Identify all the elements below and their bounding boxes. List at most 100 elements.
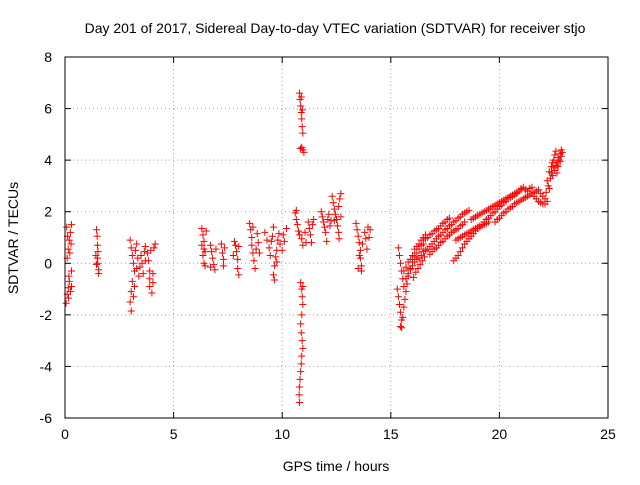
data-point-marker <box>418 257 426 265</box>
data-point-marker <box>417 252 425 260</box>
data-point-marker <box>548 163 556 171</box>
data-point-marker <box>292 215 300 223</box>
data-point-marker <box>545 185 553 193</box>
data-point-marker <box>279 231 287 239</box>
data-point-marker <box>330 205 338 213</box>
y-tick-label: -6 <box>40 410 53 426</box>
data-point-marker <box>556 157 564 165</box>
data-point-marker <box>298 106 306 114</box>
data-point-marker <box>354 264 362 272</box>
data-point-marker <box>296 375 304 383</box>
data-point-marker <box>410 273 418 281</box>
data-point-marker <box>395 252 403 260</box>
data-point-marker <box>337 213 345 221</box>
data-point-marker <box>485 218 493 226</box>
data-point-marker <box>359 240 367 248</box>
data-point-marker <box>65 236 73 244</box>
data-point-marker <box>68 221 76 229</box>
data-point-marker <box>234 255 242 263</box>
data-point-marker <box>135 272 143 280</box>
y-tick-label: 0 <box>44 255 52 271</box>
data-point-marker <box>394 244 402 252</box>
data-point-marker <box>283 224 291 232</box>
data-point-marker <box>267 237 275 245</box>
x-tick-label: 15 <box>383 426 399 442</box>
data-point-marker <box>131 282 139 290</box>
data-point-marker <box>335 228 343 236</box>
data-point-marker <box>397 322 405 330</box>
data-point-marker <box>133 240 141 248</box>
data-point-marker <box>127 307 135 315</box>
data-point-marker <box>252 245 260 253</box>
data-point-marker <box>415 240 423 248</box>
data-point-marker <box>323 237 331 245</box>
data-point-marker <box>149 279 157 287</box>
data-point-marker <box>397 308 405 316</box>
data-point-marker <box>300 148 308 156</box>
data-point-marker <box>534 186 542 194</box>
data-point-marker <box>275 230 283 238</box>
data-point-marker <box>399 313 407 321</box>
x-tick-label: 20 <box>492 426 508 442</box>
data-point-marker <box>404 270 412 278</box>
data-point-marker <box>299 129 307 137</box>
data-point-marker <box>326 222 334 230</box>
data-point-marker <box>94 248 102 256</box>
data-point-marker <box>254 239 262 247</box>
data-point-marker <box>310 215 318 223</box>
data-point-marker <box>356 246 364 254</box>
data-point-marker <box>255 249 263 257</box>
data-point-marker <box>271 276 279 284</box>
data-point-marker <box>309 221 317 229</box>
data-point-marker <box>272 253 280 261</box>
data-point-marker <box>335 203 343 211</box>
data-point-marker <box>308 239 316 247</box>
data-point-marker <box>401 295 409 303</box>
data-point-marker <box>248 234 256 241</box>
data-point-marker <box>261 228 269 236</box>
data-point-marker <box>128 277 136 285</box>
data-point-marker <box>325 210 333 218</box>
x-axis-label: GPS time / hours <box>283 458 390 474</box>
data-point-marker <box>220 255 228 263</box>
chart-title: Day 201 of 2017, Sidereal Day-to-day VTE… <box>85 20 586 36</box>
data-point-marker <box>305 224 313 232</box>
data-point-marker <box>402 263 410 271</box>
data-point-marker <box>95 270 103 278</box>
data-point-marker <box>465 206 473 214</box>
data-point-marker <box>211 266 219 274</box>
data-point-marker <box>322 228 330 236</box>
data-point-marker <box>461 218 469 226</box>
data-point-marker <box>217 240 225 248</box>
data-point-marker <box>201 262 209 270</box>
data-point-marker <box>66 228 74 236</box>
data-point-marker <box>249 223 257 231</box>
data-point-marker <box>64 245 72 253</box>
data-point-marker <box>363 245 371 253</box>
data-point-marker <box>362 235 370 243</box>
data-point-marker <box>127 244 135 252</box>
data-point-marker <box>318 213 326 221</box>
data-point-marker <box>542 188 550 196</box>
data-point-marker <box>270 223 278 231</box>
data-point-marker <box>355 252 363 260</box>
data-point-marker <box>400 303 408 311</box>
data-point-marker <box>278 246 286 254</box>
data-point-marker <box>292 206 300 214</box>
data-point-marker <box>454 252 462 260</box>
x-tick-label: 10 <box>274 426 290 442</box>
data-point-marker <box>94 241 102 249</box>
data-point-marker <box>250 257 258 265</box>
data-point-marker <box>198 241 206 249</box>
data-point-marker <box>297 102 305 110</box>
data-point-marker <box>445 214 453 222</box>
y-tick-label: 4 <box>44 152 52 168</box>
data-point-marker <box>334 222 342 230</box>
data-point-marker <box>297 279 305 287</box>
data-point-marker <box>62 299 70 307</box>
data-point-marker <box>301 228 309 236</box>
y-tick-label: 2 <box>44 204 52 220</box>
data-point-marker <box>65 272 73 280</box>
data-point-marker <box>246 219 254 227</box>
data-point-marker <box>68 282 76 290</box>
